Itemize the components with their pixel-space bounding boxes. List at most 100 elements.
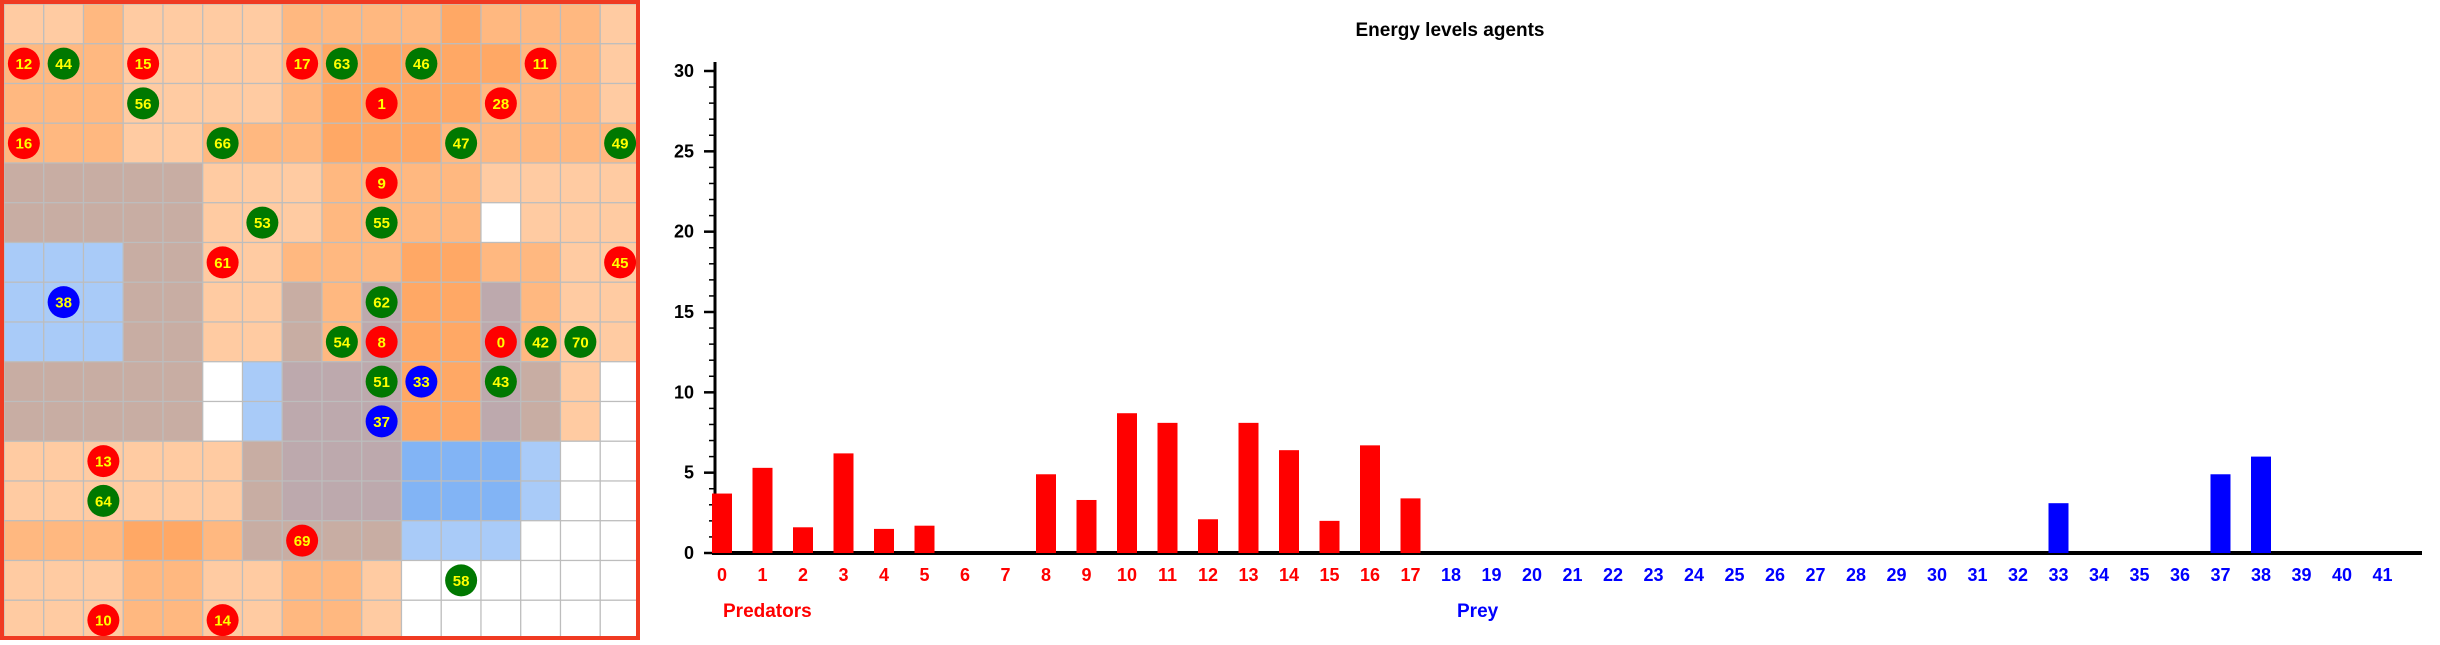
agent-marker (365, 206, 398, 239)
agent-label: 14 (214, 613, 231, 630)
agent-marker (365, 286, 398, 319)
grid-cell (82, 82, 124, 124)
agent-label: 9 (377, 175, 385, 192)
agent-marker (365, 87, 398, 120)
grid-cell (241, 3, 283, 45)
grid-cell (82, 559, 124, 601)
grid-cell (162, 82, 204, 124)
x-tick-label: 35 (2129, 565, 2149, 585)
grid-cell (599, 43, 641, 85)
agent-16: 16 (7, 127, 40, 160)
grid-cell (559, 520, 601, 562)
x-tick-label: 22 (1603, 565, 1623, 585)
grid-cell (440, 480, 482, 522)
agent-55: 55 (365, 206, 398, 239)
agent-marker (206, 127, 239, 160)
grid-cell (559, 440, 601, 482)
agent-17: 17 (286, 47, 319, 80)
grid-cell (3, 400, 45, 442)
grid-cell (400, 559, 442, 601)
grid-cell (3, 321, 45, 363)
x-tick-label: 21 (1562, 565, 1582, 585)
x-tick-label: 26 (1765, 565, 1785, 585)
x-tick-label: 36 (2170, 565, 2190, 585)
x-tick-label: 16 (1360, 565, 1380, 585)
grid-cell (162, 520, 204, 562)
grid-cell (599, 559, 641, 601)
agent-label: 53 (254, 215, 271, 232)
grid-cell (43, 82, 85, 124)
agent-43: 43 (484, 365, 517, 398)
grid-cell (82, 361, 124, 403)
agent-label: 0 (497, 334, 505, 351)
x-tick-label: 13 (1238, 565, 1258, 585)
grid-cell (400, 599, 442, 641)
grid-cell (361, 599, 403, 641)
grid-cell (43, 241, 85, 283)
bar-9 (1076, 499, 1097, 553)
bar-38 (2251, 456, 2271, 553)
x-tick-label: 10 (1117, 565, 1137, 585)
grid-cell (480, 400, 522, 442)
grid-cell (599, 520, 641, 562)
grid-cell (440, 3, 482, 45)
x-tick-label: 5 (919, 565, 929, 585)
grid-cell (480, 480, 522, 522)
grid-cell (202, 440, 244, 482)
grid-cell (241, 440, 283, 482)
agent-label: 38 (55, 295, 72, 312)
grid-cell (202, 480, 244, 522)
x-tick-label: 28 (1846, 565, 1866, 585)
grid-cell (281, 440, 323, 482)
grid-cell (3, 599, 45, 641)
agent-28: 28 (484, 87, 517, 120)
agent-label: 64 (95, 493, 112, 510)
grid-cell (321, 361, 363, 403)
agent-label: 42 (532, 334, 549, 351)
grid-cell (321, 400, 363, 442)
agent-label: 51 (373, 374, 390, 391)
grid-cell (559, 122, 601, 164)
agent-marker (7, 47, 40, 80)
grid-cell (520, 599, 562, 641)
agent-8: 8 (365, 325, 398, 358)
agent-marker (286, 47, 319, 80)
grid-cell (400, 281, 442, 323)
grid-cell (559, 82, 601, 124)
grid-cell (3, 480, 45, 522)
grid-cell (599, 321, 641, 363)
grid-cell (122, 400, 164, 442)
x-tick-label: 12 (1198, 565, 1218, 585)
energy-chart: Energy levels agents Predators Prey 0 5 10… (640, 0, 2440, 640)
grid-cell (202, 43, 244, 85)
grid-cell (599, 162, 641, 204)
agent-12: 12 (7, 47, 40, 80)
grid-cell (82, 122, 124, 164)
grid-cell (440, 440, 482, 482)
grid-cell (43, 440, 85, 482)
grid-cell (480, 281, 522, 323)
grid-cell (480, 559, 522, 601)
grid-cell (43, 321, 85, 363)
grid-cell (241, 241, 283, 283)
grid-cell (480, 3, 522, 45)
grid-cell (321, 281, 363, 323)
grid-cell (202, 82, 244, 124)
agent-label: 16 (16, 136, 33, 153)
grid-cell (82, 321, 124, 363)
grid-cell (281, 599, 323, 641)
x-tick-label: 27 (1805, 565, 1825, 585)
grid-cell (361, 241, 403, 283)
grid-cell (162, 559, 204, 601)
grid-cell (241, 559, 283, 601)
grid-cell (440, 361, 482, 403)
agent-marker (604, 246, 637, 279)
grid-cell (599, 599, 641, 641)
grid-cell (281, 202, 323, 244)
x-tick-label: 19 (1481, 565, 1501, 585)
grid-cell (241, 321, 283, 363)
grid-cell (43, 599, 85, 641)
bar-15 (1319, 520, 1340, 553)
agent-56: 56 (127, 87, 160, 120)
agent-marker (365, 365, 398, 398)
